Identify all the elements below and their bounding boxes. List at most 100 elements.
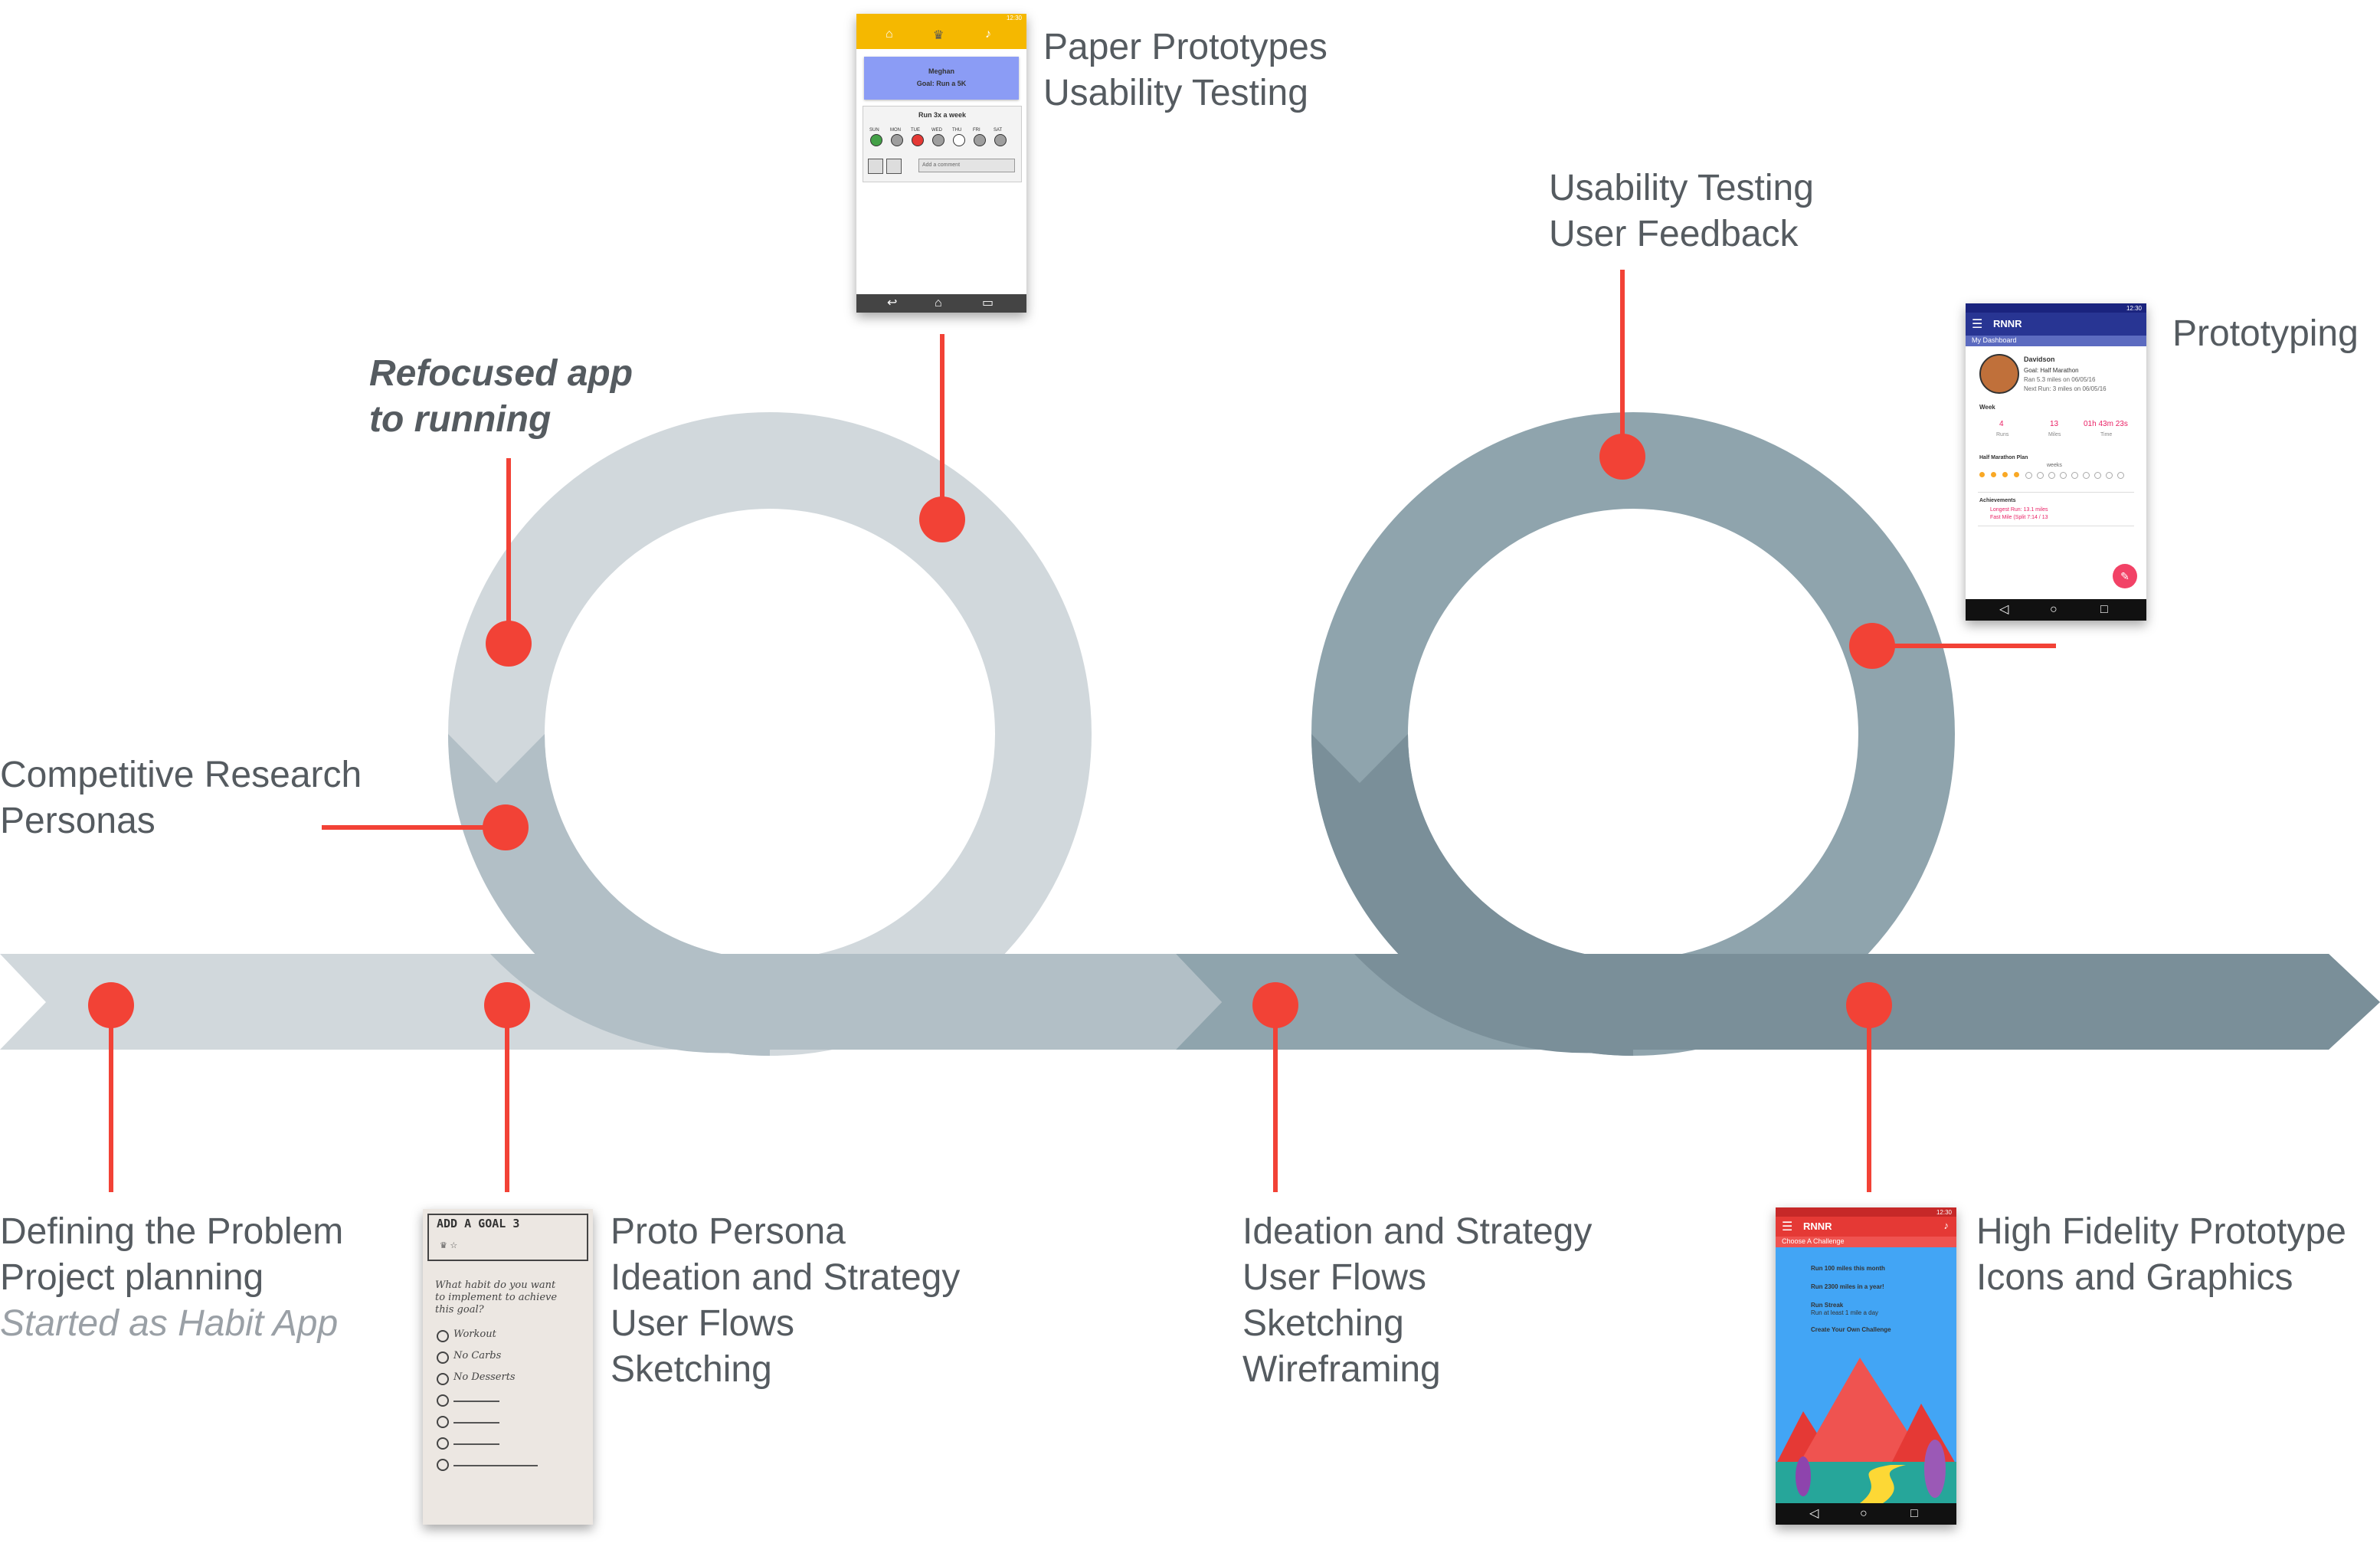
goal-name: Meghan — [928, 67, 954, 75]
nav-bar: ↩ ⌂ ▭ — [856, 294, 1026, 313]
home-nav-icon[interactable]: ○ — [2050, 603, 2058, 616]
mountain-illustration — [1776, 1358, 1956, 1503]
label-line: Usability Testing — [1549, 168, 1814, 208]
challenge-item[interactable]: Run 2300 miles in a year! — [1811, 1283, 1884, 1290]
sketch-blank-line — [453, 1443, 499, 1445]
sketch-blank-line — [453, 1465, 538, 1466]
label-prototyping: Prototyping — [2172, 311, 2359, 357]
day-status-icon[interactable] — [932, 134, 944, 146]
challenge-phone: 12:30 ☰ RNNR ♪ Choose A Challenge Run 10… — [1776, 1207, 1956, 1525]
user-run2: Next Run: 3 miles on 06/05/16 — [2024, 385, 2107, 392]
bell-icon[interactable]: ♪ — [1943, 1220, 1950, 1231]
stat-label: Miles — [2048, 432, 2061, 437]
day-status-icon[interactable] — [912, 134, 924, 146]
home-nav-icon[interactable]: ⌂ — [935, 297, 942, 310]
status-time: 12:30 — [1006, 15, 1022, 21]
back-icon[interactable]: ◁ — [1809, 1507, 1819, 1520]
marker-ideation — [1252, 982, 1298, 1028]
goal-text: Goal: Run a 5K — [916, 80, 967, 87]
label-defining: Defining the Problem Project planning St… — [0, 1209, 343, 1347]
challenge-item[interactable]: Run 100 miles this month — [1811, 1265, 1885, 1272]
sketch-radio-icon — [437, 1394, 449, 1407]
user-goal: Goal: Half Marathon — [2024, 367, 2079, 374]
plan-week-dot — [2117, 472, 2124, 479]
week-label: Week — [1979, 404, 1995, 411]
subtitle: Choose A Challenge — [1782, 1237, 1845, 1245]
plan-progress — [1979, 472, 2133, 480]
bell-icon: ♪ — [985, 28, 991, 41]
marker-refocused — [486, 621, 532, 667]
sketch-radio-icon — [437, 1437, 449, 1450]
timeline-overlap-light — [490, 954, 1222, 1053]
day-label: TUE — [911, 128, 920, 133]
markers — [88, 434, 1895, 1028]
plan-week-dot — [2014, 472, 2019, 477]
marker-competitive — [483, 804, 529, 850]
day-status-icon[interactable] — [891, 134, 903, 146]
plan-week-dot — [2083, 472, 2090, 479]
marker-defining — [88, 982, 134, 1028]
marker-prototyping — [1849, 623, 1895, 669]
sketch-options: Workout No Carbs No Desserts — [423, 1329, 593, 1514]
plan-week-dot — [2106, 472, 2113, 479]
stat-value: 13 — [2050, 420, 2059, 428]
status-time: 12:30 — [1936, 1209, 1952, 1216]
challenge-item[interactable]: Run Streak — [1811, 1302, 1844, 1309]
back-icon[interactable]: ◁ — [1999, 603, 2009, 616]
goal-card: Meghan Goal: Run a 5K — [864, 57, 1019, 100]
plan-card: Run 3x a week SUN MON TUE WED THU FRI SAT Add … — [863, 106, 1022, 182]
day-status-icon[interactable] — [994, 134, 1007, 146]
day-status-icon[interactable] — [953, 134, 965, 146]
image-icon[interactable] — [886, 159, 902, 174]
sketch-option-label: Workout — [453, 1329, 496, 1340]
stat-label: Time — [2100, 432, 2113, 437]
sketch-blank-line — [453, 1422, 499, 1424]
day-label: SAT — [994, 128, 1003, 133]
sketch-radio-icon — [437, 1330, 449, 1342]
add-run-fab-icon[interactable]: ✎ — [2113, 564, 2137, 588]
sketch-question: to implement to achieve — [435, 1292, 558, 1303]
plan-week-dot — [2025, 472, 2032, 479]
label-refocused: Refocused app to running — [369, 351, 633, 443]
recents-icon[interactable]: ▭ — [982, 297, 994, 310]
status-bar: 12:30 — [1966, 303, 2146, 313]
camera-icon[interactable] — [868, 159, 883, 174]
label-line: User Flows — [1242, 1257, 1427, 1298]
stat-label: Runs — [1996, 432, 2009, 437]
user-run1: Ran 5.3 miles on 06/05/16 — [2024, 376, 2096, 383]
marker-high-fidelity — [1846, 982, 1892, 1028]
app-toolbar: ⌂ ♛ ♪ — [856, 21, 1026, 49]
plan-week-dot — [1991, 472, 1996, 477]
achievement-item: Fast Mile (Split 7:14 / 13 — [1990, 515, 2048, 520]
menu-icon[interactable]: ☰ — [1782, 1220, 1793, 1234]
label-line: Sketching — [1242, 1303, 1404, 1344]
subtitle-bar: Choose A Challenge — [1776, 1237, 1956, 1247]
day-label: FRI — [973, 128, 980, 133]
paper-sketch: ADD A GOAL 3 ♛ ☆ What habit do you want … — [423, 1209, 593, 1525]
back-icon[interactable]: ↩ — [887, 297, 898, 310]
sketch-title: ADD A GOAL 3 — [437, 1217, 520, 1230]
recents-icon[interactable]: □ — [2100, 603, 2108, 616]
sketch-option-label: No Carbs — [453, 1350, 502, 1361]
label-high-fidelity: High Fidelity Prototype Icons and Graphi… — [1976, 1209, 2346, 1301]
connector-lines — [109, 270, 2056, 1192]
menu-icon[interactable]: ☰ — [1972, 318, 1983, 331]
day-status-icon[interactable] — [870, 134, 882, 146]
challenge-item[interactable]: Create Your Own Challenge — [1811, 1326, 1891, 1333]
sketch-radio-icon — [437, 1352, 449, 1364]
label-line: User Feedback — [1549, 214, 1799, 254]
label-line: High Fidelity Prototype — [1976, 1211, 2346, 1252]
day-status-icon[interactable] — [974, 134, 986, 146]
day-label: SUN — [869, 128, 879, 133]
label-line: Competitive Research — [0, 755, 362, 795]
comment-input[interactable]: Add a comment — [918, 159, 1015, 172]
sketch-option-label: No Desserts — [453, 1371, 516, 1383]
plan-label: Half Marathon Plan — [1979, 455, 2028, 460]
trophy-icon: ♛ — [933, 29, 944, 42]
label-line: Prototyping — [2172, 313, 2359, 354]
recents-icon[interactable]: □ — [1910, 1507, 1918, 1520]
label-competitive: Competitive Research Personas — [0, 752, 362, 844]
comment-placeholder: Add a comment — [922, 162, 961, 168]
home-nav-icon[interactable]: ○ — [1860, 1507, 1868, 1520]
